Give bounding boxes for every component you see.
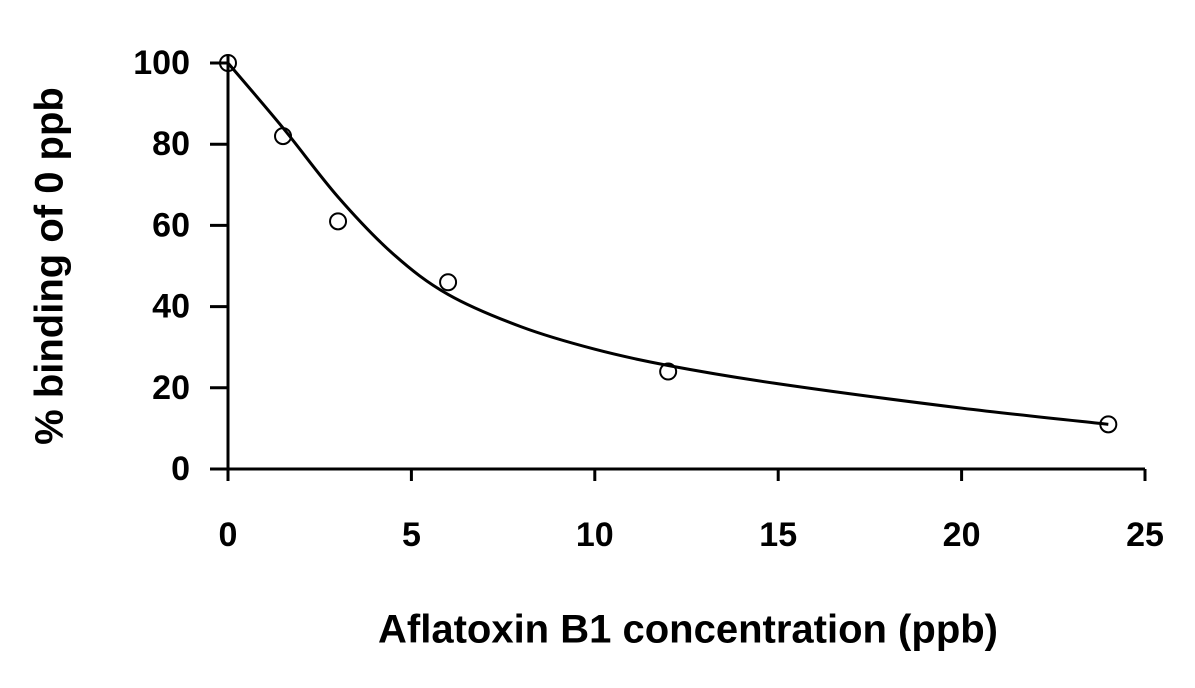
y-tick-label: 100 — [133, 44, 190, 82]
x-tick-label: 15 — [759, 516, 797, 554]
data-point — [329, 212, 348, 231]
data-point — [439, 273, 458, 292]
x-tick-label: 0 — [219, 516, 238, 554]
y-tick-label: 60 — [152, 206, 190, 244]
x-tick-label: 20 — [943, 516, 981, 554]
y-tick-label: 20 — [152, 369, 190, 407]
x-tick-label: 5 — [402, 516, 421, 554]
fit-curve — [226, 62, 1109, 426]
data-point — [219, 54, 237, 72]
y-tick-label: 80 — [152, 125, 190, 163]
x-axis-title: Aflatoxin B1 concentration (ppb) — [378, 608, 998, 652]
y-tick-label: 0 — [171, 450, 190, 488]
x-tick-label: 10 — [576, 516, 614, 554]
data-point — [1099, 415, 1118, 434]
data-point — [659, 362, 678, 381]
y-axis-title: % binding of 0 ppb — [28, 87, 72, 445]
y-tick-label: 40 — [152, 288, 190, 326]
data-point — [274, 127, 293, 146]
x-tick-label: 25 — [1126, 516, 1164, 554]
